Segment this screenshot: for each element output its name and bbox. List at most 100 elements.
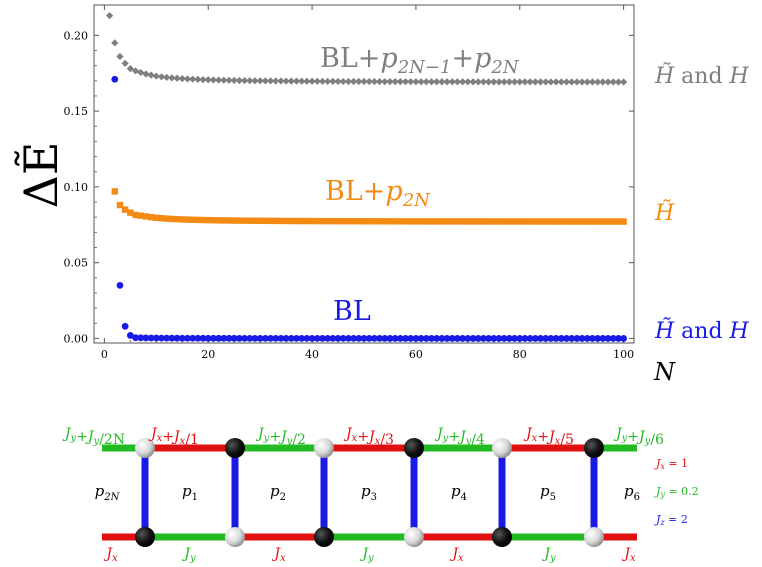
point-orange: [199, 216, 207, 224]
point-blue: [230, 334, 238, 342]
point-blue: [443, 335, 451, 342]
point-blue: [604, 335, 612, 342]
point-orange: [417, 218, 425, 225]
point-orange: [547, 218, 555, 225]
point-blue: [277, 334, 285, 342]
point-blue: [220, 334, 228, 342]
point-orange: [225, 217, 233, 224]
top-bond-label: Jy+Jy/2: [255, 426, 306, 448]
point-gray: [479, 78, 488, 86]
point-gray: [324, 77, 332, 85]
point-orange: [205, 216, 212, 224]
tick-group: 0 20 40 60 80 100 0.00 0.05 0.10 0.15 0.20: [64, 5, 634, 361]
point-gray: [126, 65, 134, 73]
point-gray: [588, 78, 597, 86]
point-orange: [573, 218, 581, 225]
point-gray: [500, 78, 508, 86]
point-blue: [158, 334, 165, 342]
point-gray: [235, 76, 243, 85]
point-gray: [344, 77, 353, 86]
x-tick-label: 20: [201, 348, 215, 361]
point-orange: [236, 217, 243, 224]
point-blue: [433, 335, 441, 342]
point-orange: [210, 217, 217, 224]
point-orange: [168, 215, 176, 223]
point-orange: [537, 218, 544, 225]
point-orange: [490, 218, 498, 225]
point-blue: [168, 334, 176, 342]
point-orange: [163, 215, 170, 222]
point-blue: [412, 335, 420, 342]
point-blue: [428, 335, 435, 342]
x-tick-label: 100: [613, 348, 634, 361]
point-blue: [272, 334, 280, 342]
point-orange: [246, 217, 253, 224]
point-gray: [157, 73, 166, 81]
point-orange: [293, 217, 300, 225]
point-gray: [199, 75, 207, 84]
point-blue: [324, 334, 332, 342]
point-blue: [163, 334, 171, 342]
point-gray: [360, 77, 368, 86]
point-blue: [246, 334, 254, 342]
point-blue: [355, 335, 363, 342]
point-gray: [142, 70, 150, 78]
point-blue: [578, 335, 586, 342]
point-blue: [500, 335, 508, 342]
bottom-bond-label: Jx: [271, 546, 286, 564]
point-gray: [531, 78, 539, 86]
bottom-bond-label: Jy: [359, 546, 374, 564]
point-blue: [376, 335, 383, 342]
point-gray: [313, 77, 321, 85]
point-gray: [521, 78, 529, 86]
point-orange: [391, 218, 399, 225]
data-marks: [105, 12, 628, 342]
x-tick-label: 0: [101, 348, 108, 361]
point-orange: [526, 218, 534, 225]
point-gray: [303, 77, 311, 85]
point-blue: [505, 335, 513, 342]
point-orange: [511, 218, 518, 225]
chart: 0 20 40 60 80 100 0.00 0.05 0.10 0.15 0.20 ΔẼ N BL…: [13, 4, 750, 386]
point-blue: [589, 335, 596, 342]
point-orange: [438, 218, 446, 225]
point-orange: [469, 218, 477, 225]
point-gray: [365, 77, 373, 86]
point-orange: [179, 216, 186, 223]
point-orange: [500, 218, 508, 225]
site-black: [584, 438, 604, 458]
point-blue: [308, 334, 316, 342]
point-gray: [298, 77, 306, 85]
plaquette-label: p2: [270, 482, 286, 503]
point-gray: [469, 78, 477, 86]
point-orange: [220, 217, 228, 224]
legend-jz: Jz = 2: [654, 513, 688, 527]
point-blue: [511, 335, 518, 342]
point-orange: [147, 213, 155, 221]
point-orange: [365, 218, 373, 225]
point-gray: [391, 78, 399, 86]
point-gray: [209, 76, 218, 84]
z-rungs: [141, 448, 598, 537]
point-gray: [407, 78, 415, 86]
point-blue: [422, 335, 430, 342]
point-gray: [215, 76, 223, 84]
point-gray: [526, 78, 534, 86]
point-gray: [573, 78, 581, 86]
point-gray: [116, 52, 124, 61]
point-gray: [183, 75, 192, 83]
point-gray: [308, 77, 316, 85]
point-orange: [350, 218, 357, 225]
point-blue: [261, 334, 269, 342]
point-gray: [401, 78, 410, 86]
point-gray: [152, 72, 160, 80]
x-tick-label: 40: [305, 348, 319, 361]
point-gray: [163, 73, 171, 81]
point-orange: [381, 218, 388, 225]
site-black: [492, 527, 512, 547]
point-gray: [272, 77, 280, 85]
point-blue: [620, 335, 628, 342]
point-gray: [594, 78, 602, 86]
y-axis-label: ΔẼ: [13, 142, 68, 209]
y-tick-label: 0.20: [64, 29, 89, 42]
